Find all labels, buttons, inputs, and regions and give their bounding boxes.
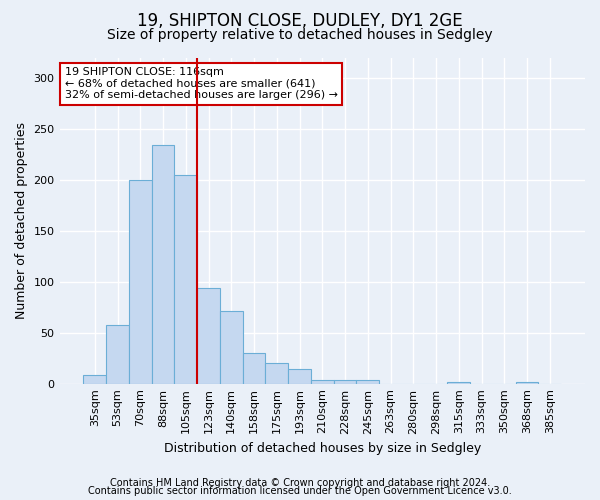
Bar bbox=[175, 174, 197, 384]
Bar bbox=[448, 382, 470, 384]
Bar bbox=[242, 353, 265, 384]
Bar bbox=[106, 324, 129, 384]
Text: Size of property relative to detached houses in Sedgley: Size of property relative to detached ho… bbox=[107, 28, 493, 42]
Bar bbox=[152, 145, 175, 384]
Text: Contains public sector information licensed under the Open Government Licence v3: Contains public sector information licen… bbox=[88, 486, 512, 496]
Bar bbox=[265, 364, 288, 384]
Bar bbox=[288, 370, 311, 384]
X-axis label: Distribution of detached houses by size in Sedgley: Distribution of detached houses by size … bbox=[164, 442, 481, 455]
Bar bbox=[311, 380, 334, 384]
Bar bbox=[356, 380, 379, 384]
Bar bbox=[129, 180, 152, 384]
Bar bbox=[220, 312, 242, 384]
Text: Contains HM Land Registry data © Crown copyright and database right 2024.: Contains HM Land Registry data © Crown c… bbox=[110, 478, 490, 488]
Text: 19, SHIPTON CLOSE, DUDLEY, DY1 2GE: 19, SHIPTON CLOSE, DUDLEY, DY1 2GE bbox=[137, 12, 463, 30]
Bar bbox=[83, 374, 106, 384]
Bar bbox=[197, 288, 220, 384]
Text: 19 SHIPTON CLOSE: 116sqm
← 68% of detached houses are smaller (641)
32% of semi-: 19 SHIPTON CLOSE: 116sqm ← 68% of detach… bbox=[65, 68, 338, 100]
Bar bbox=[515, 382, 538, 384]
Y-axis label: Number of detached properties: Number of detached properties bbox=[15, 122, 28, 319]
Bar bbox=[334, 380, 356, 384]
